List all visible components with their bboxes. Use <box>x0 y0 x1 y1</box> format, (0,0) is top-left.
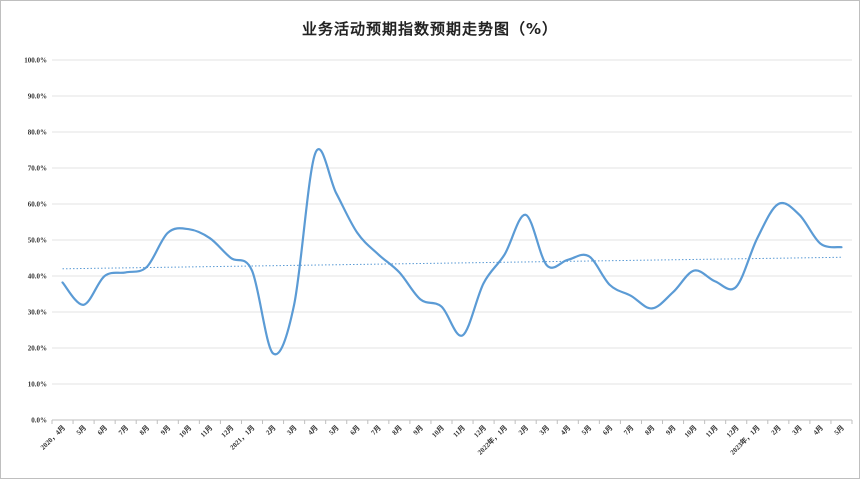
x-tick-label: 2020，4月 <box>39 424 67 452</box>
x-tick-label: 8月 <box>391 424 404 437</box>
x-tick-label: 4月 <box>559 424 572 437</box>
y-axis: 0.0% 10.0% 20.0% 30.0% 40.0% 50.0% 60.0% 70.0% 8… <box>24 57 47 425</box>
y-tick-label: 30.0% <box>28 309 47 317</box>
x-tick-label: 3月 <box>285 424 298 437</box>
data-point <box>461 334 463 336</box>
x-tick-label: 2月 <box>770 424 783 437</box>
y-tick-label: 100.0% <box>24 57 47 65</box>
series-layer <box>61 148 843 356</box>
x-tick-label: 9月 <box>412 424 425 437</box>
data-point <box>356 232 358 234</box>
data-point <box>482 282 484 284</box>
x-tick-label: 6月 <box>349 424 362 437</box>
grid-lines <box>52 59 852 421</box>
data-point <box>103 275 105 277</box>
series-line <box>61 148 843 356</box>
y-tick-label: 60.0% <box>28 201 47 209</box>
x-tick-label: 4月 <box>812 424 825 437</box>
data-point <box>672 291 674 293</box>
data-point <box>82 304 84 306</box>
y-tick-label: 50.0% <box>28 237 47 245</box>
x-tick-label: 5月 <box>75 424 88 437</box>
trend-line <box>62 256 842 270</box>
y-tick-label: 10.0% <box>28 381 47 389</box>
data-point <box>524 214 526 216</box>
data-point <box>714 280 716 282</box>
y-tick-label: 80.0% <box>28 129 47 137</box>
data-point <box>377 253 379 255</box>
x-tick-label: 10月 <box>430 424 446 440</box>
x-tick-label: 2月 <box>264 424 277 437</box>
x-tick-label: 12月 <box>220 424 236 440</box>
data-point <box>503 253 505 255</box>
x-tick-label: 11月 <box>452 424 467 439</box>
data-point <box>609 284 611 286</box>
y-tick-label: 0.0% <box>31 417 47 425</box>
data-point <box>251 269 253 271</box>
data-point <box>840 246 842 248</box>
data-point <box>230 257 232 259</box>
x-tick-label: 8月 <box>138 424 151 437</box>
y-tick-label: 20.0% <box>28 345 47 353</box>
data-point <box>440 305 442 307</box>
x-tick-label: 6月 <box>601 424 614 437</box>
data-point <box>61 281 63 283</box>
x-tick-label: 12月 <box>472 424 488 440</box>
data-point <box>567 259 569 261</box>
x-tick-label: 10月 <box>178 424 194 440</box>
y-tick-label: 40.0% <box>28 273 47 281</box>
x-tick-label: 3月 <box>538 424 551 437</box>
data-point <box>756 237 758 239</box>
data-point <box>209 237 211 239</box>
x-tick-label: 3月 <box>791 424 804 437</box>
data-point <box>777 203 779 205</box>
x-tick-label: 5月 <box>580 424 593 437</box>
data-point <box>398 271 400 273</box>
x-tick-label: 8月 <box>643 424 656 437</box>
data-point <box>419 298 421 300</box>
x-tick-label: 7月 <box>622 424 635 437</box>
chart-title: 业务活动预期指数预期走势图（%） <box>301 20 559 38</box>
data-point <box>630 295 632 297</box>
x-tick-label: 12月 <box>725 424 741 440</box>
x-tick-label: 5月 <box>833 424 846 437</box>
x-tick-label: 6月 <box>96 424 109 437</box>
data-point <box>819 242 821 244</box>
data-point <box>798 214 800 216</box>
data-point <box>124 271 126 273</box>
x-tick-label: 2月 <box>517 424 530 437</box>
data-point <box>735 286 737 288</box>
data-point <box>314 152 316 154</box>
data-point <box>693 269 695 271</box>
x-tick-label: 7月 <box>117 424 130 437</box>
x-tick-label: 10月 <box>683 424 699 440</box>
data-point <box>188 228 190 230</box>
data-point <box>546 264 548 266</box>
x-tick-label: 9月 <box>159 424 172 437</box>
data-point <box>272 352 274 354</box>
data-point <box>167 232 169 234</box>
x-tick-label: 4月 <box>306 424 319 437</box>
x-tick-label: 11月 <box>199 424 214 439</box>
y-tick-label: 70.0% <box>28 165 47 173</box>
y-tick-label: 90.0% <box>28 93 47 101</box>
data-point <box>335 192 337 194</box>
data-point <box>588 255 590 257</box>
data-point <box>651 307 653 309</box>
x-tick-label: 11月 <box>704 424 719 439</box>
x-tick-label: 7月 <box>370 424 383 437</box>
x-tick-label: 5月 <box>328 424 341 437</box>
x-tick-label: 9月 <box>664 424 677 437</box>
data-point <box>293 304 295 306</box>
